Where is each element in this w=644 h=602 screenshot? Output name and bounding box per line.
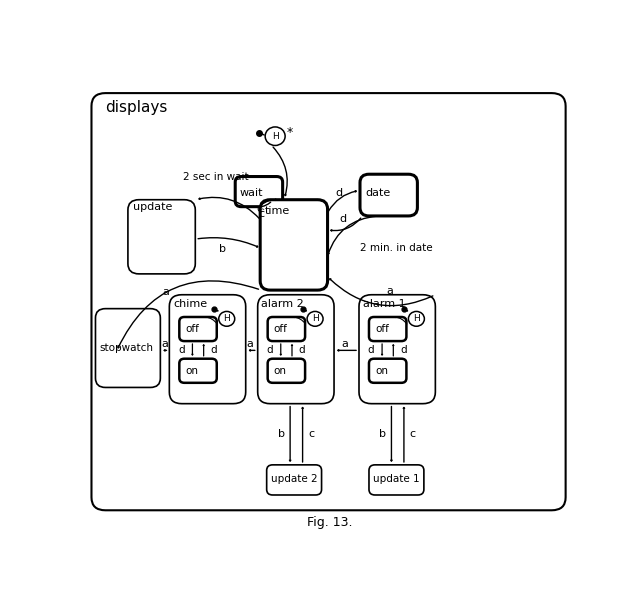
Circle shape (219, 311, 234, 326)
Text: chime: chime (173, 299, 207, 309)
Text: update: update (133, 202, 173, 212)
FancyBboxPatch shape (268, 359, 305, 383)
Text: stopwatch: stopwatch (99, 343, 153, 353)
FancyBboxPatch shape (179, 317, 217, 341)
FancyBboxPatch shape (258, 295, 334, 404)
Text: d: d (178, 345, 185, 355)
FancyBboxPatch shape (268, 317, 305, 341)
Text: a: a (247, 340, 254, 349)
Text: b: b (379, 429, 386, 439)
Text: c: c (410, 429, 416, 439)
Text: H: H (272, 132, 278, 141)
Text: d: d (336, 188, 343, 198)
FancyBboxPatch shape (128, 200, 195, 274)
Text: ĉ: ĉ (259, 209, 265, 219)
Text: off: off (375, 324, 389, 334)
FancyBboxPatch shape (235, 176, 283, 206)
Text: wait: wait (239, 188, 263, 198)
Text: 2 min. in date: 2 min. in date (360, 243, 433, 253)
Text: a: a (341, 340, 348, 349)
FancyBboxPatch shape (95, 309, 160, 388)
Text: Fig. 13.: Fig. 13. (307, 517, 353, 529)
Text: c: c (256, 203, 262, 214)
Text: b: b (219, 244, 226, 254)
Text: H: H (223, 314, 230, 323)
Text: on: on (375, 366, 388, 376)
Text: H: H (413, 314, 420, 323)
Text: on: on (274, 366, 287, 376)
Text: update 2: update 2 (270, 474, 317, 484)
Text: off: off (185, 324, 199, 334)
FancyBboxPatch shape (369, 317, 406, 341)
Text: *: * (287, 126, 293, 139)
Text: alarm 2: alarm 2 (261, 299, 304, 309)
FancyBboxPatch shape (267, 465, 321, 495)
Circle shape (307, 311, 323, 326)
Text: d: d (267, 345, 273, 355)
Text: a: a (386, 286, 393, 296)
Text: b: b (278, 429, 285, 439)
Text: H: H (312, 314, 318, 323)
Text: 2 sec in wait: 2 sec in wait (183, 172, 249, 182)
Text: off: off (274, 324, 287, 334)
FancyBboxPatch shape (360, 174, 417, 216)
Text: d: d (368, 345, 374, 355)
Text: d: d (299, 345, 305, 355)
Text: a: a (161, 340, 168, 349)
Circle shape (408, 311, 424, 326)
Text: alarm 1: alarm 1 (363, 299, 406, 309)
FancyBboxPatch shape (91, 93, 565, 510)
Text: a: a (162, 287, 169, 297)
Text: c: c (308, 429, 315, 439)
Circle shape (265, 127, 285, 146)
Text: d: d (400, 345, 406, 355)
Text: update 1: update 1 (373, 474, 420, 484)
Text: time: time (265, 206, 290, 216)
Text: on: on (185, 366, 198, 376)
FancyBboxPatch shape (169, 295, 246, 404)
FancyBboxPatch shape (179, 359, 217, 383)
Text: d: d (211, 345, 217, 355)
FancyBboxPatch shape (260, 200, 328, 290)
Text: displays: displays (106, 99, 168, 114)
FancyBboxPatch shape (359, 295, 435, 404)
Text: d: d (339, 214, 346, 224)
FancyBboxPatch shape (369, 359, 406, 383)
Text: date: date (365, 188, 390, 198)
FancyBboxPatch shape (369, 465, 424, 495)
